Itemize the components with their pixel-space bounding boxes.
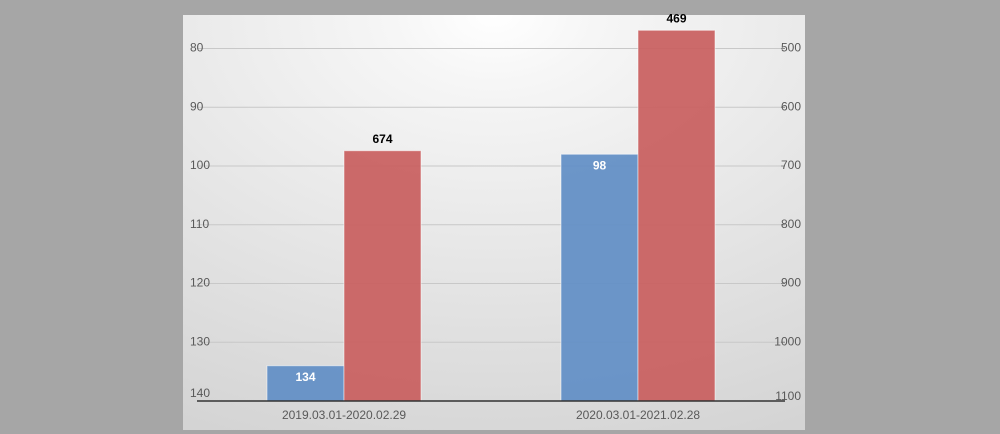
data-label: 469 — [666, 11, 686, 25]
y-tick-label: 100 — [190, 158, 210, 172]
y2-tick-label: 700 — [781, 158, 801, 172]
y2-tick-label: 500 — [781, 41, 801, 55]
y-tick-label: 80 — [190, 41, 204, 55]
data-label: 674 — [372, 132, 392, 146]
bar — [343, 150, 422, 402]
y2-tick-label: 1100 — [775, 389, 801, 403]
y2-tick-label: 600 — [781, 99, 801, 113]
y2-tick-label: 900 — [781, 276, 801, 290]
y2-tick-label: 800 — [781, 217, 801, 231]
data-label: 98 — [593, 158, 607, 172]
bar — [560, 153, 639, 402]
y-tick-label: 90 — [190, 99, 204, 113]
y-tick-label: 110 — [190, 217, 209, 231]
bar — [637, 29, 716, 402]
y2-tick-label: 1000 — [774, 334, 801, 348]
y-tick-label: 130 — [190, 334, 210, 348]
y-tick-label: 120 — [190, 276, 210, 290]
x-tick-label: 2019.03.01-2020.02.29 — [282, 408, 406, 422]
y-tick-label: 140 — [190, 386, 210, 400]
data-label: 134 — [295, 370, 315, 384]
x-tick-label: 2020.03.01-2021.02.28 — [576, 408, 700, 422]
